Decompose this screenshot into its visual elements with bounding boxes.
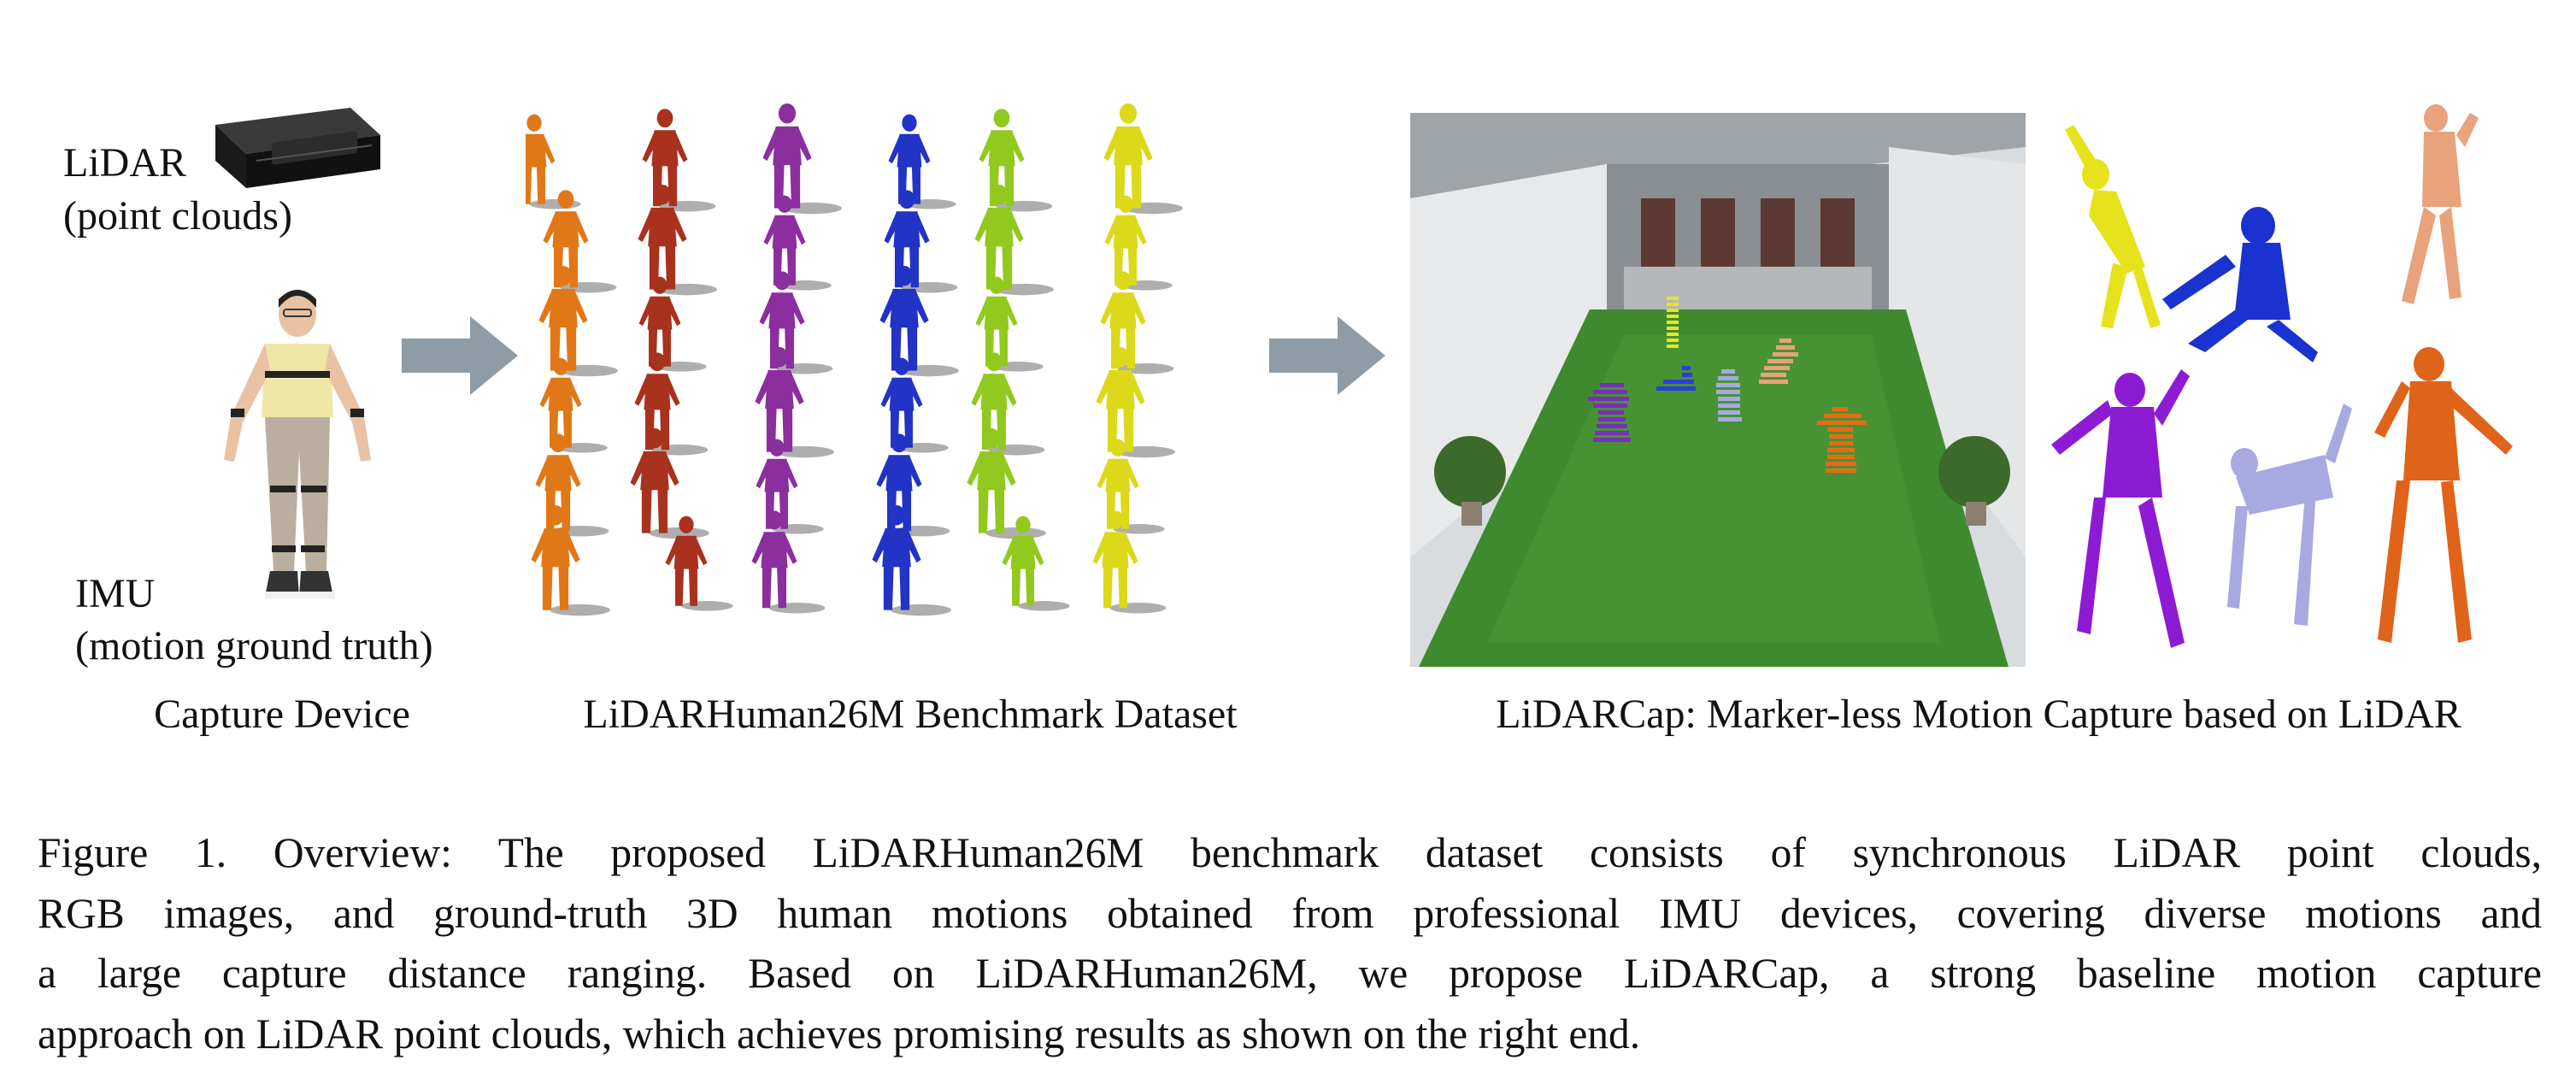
mesh-figure-blue [2162,207,2318,362]
dataset-human-figure [974,184,1054,296]
caption-line: a large capture distance ranging. Based … [38,950,2542,997]
dataset-human-figure [531,504,610,616]
dataset-human-figure [642,109,716,212]
dataset-human-figure [638,184,717,296]
dataset-human-figure [967,427,1046,539]
dataset-human-figure [538,265,618,377]
dataset-figure-grid-image [526,103,1183,616]
dataset-title: LiDARHuman26M Benchmark Dataset [583,692,1238,737]
capture-device-title: Capture Device [154,692,410,737]
mesh-figure-purple [2051,369,2190,648]
lidar-sublabel: (point clouds) [63,193,292,239]
lidar-device-icon [215,108,380,188]
pointcloud-figure-lavender [1716,369,1742,421]
arrow-right-icon [1269,316,1385,395]
dataset-human-figure [630,427,709,539]
pointcloud-figure-peach [1759,339,1798,384]
mesh-figure-yellow [2065,125,2161,328]
figure-caption: Figure 1. Overview: The proposed LiDARHu… [38,823,2542,1064]
mesh-figure-lavender [2227,403,2352,626]
mesh-figure-peach [2402,104,2479,304]
dataset-human-figure [979,109,1053,212]
pointcloud-figure-blue [1656,366,1696,391]
reconstructed-mesh-figures-image [2051,104,2513,648]
mesh-figure-orange [2374,347,2513,643]
imu-label: IMU [75,571,156,616]
pointcloud-figure-orange [1817,407,1867,473]
person-with-imu-suit-image [224,290,371,598]
imu-sublabel: (motion ground truth) [75,623,433,669]
dataset-human-figure [1096,346,1175,458]
lidarcap-title: LiDARCap: Marker-less Motion Capture bas… [1496,692,2461,737]
caption-line: RGB images, and ground-truth 3D human mo… [38,889,2542,937]
indoor-capture-scene-photo [1410,113,2026,667]
pointcloud-figure-purple [1588,383,1631,442]
dataset-human-figure [879,265,959,377]
pointcloud-figure-yellow [1667,297,1679,348]
dataset-human-figure [1103,103,1183,215]
caption-line: approach on LiDAR point clouds, which ac… [38,1010,1641,1057]
dataset-human-figure [888,114,956,209]
dataset-human-figure [755,346,834,458]
dataset-human-figure [872,504,951,616]
lidar-label: LiDAR [63,140,186,186]
dataset-human-figure [762,103,842,215]
caption-line: Figure 1. Overview: The proposed LiDARHu… [38,829,2542,876]
arrow-right-icon [402,316,518,395]
